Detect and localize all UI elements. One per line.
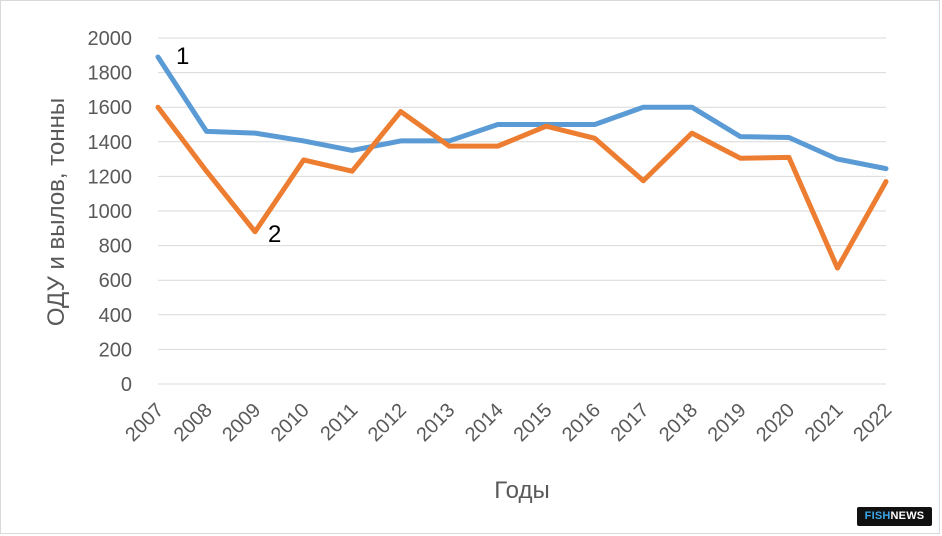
x-tick-label: 2020 bbox=[752, 399, 799, 446]
series-1-label: 1 bbox=[176, 43, 189, 70]
x-tick-label: 2019 bbox=[704, 399, 751, 446]
x-tick-label: 2021 bbox=[801, 399, 848, 446]
x-tick-label: 2007 bbox=[121, 399, 168, 446]
gridlines bbox=[158, 37, 886, 385]
series-1-line bbox=[155, 54, 889, 172]
x-tick-label: 2012 bbox=[364, 399, 411, 446]
y-tick-label: 0 bbox=[121, 374, 132, 396]
x-tick-label: 2017 bbox=[607, 399, 654, 446]
y-tick-label: 400 bbox=[99, 305, 132, 327]
x-tick-label: 2016 bbox=[558, 399, 605, 446]
y-axis-title: ОДУ и вылов, тонны bbox=[43, 98, 70, 326]
y-tick-label: 600 bbox=[99, 270, 132, 292]
fishnews-logo: FISHNEWS bbox=[857, 507, 932, 526]
y-tick-label: 1800 bbox=[88, 63, 133, 85]
y-tick-label: 200 bbox=[99, 339, 132, 361]
x-tick-label: 2010 bbox=[267, 399, 314, 446]
x-tick-label: 2015 bbox=[509, 399, 556, 446]
y-tick-label: 2000 bbox=[88, 28, 133, 50]
series-2-line bbox=[155, 104, 889, 271]
series-2-label: 2 bbox=[268, 221, 281, 248]
y-tick-label: 800 bbox=[99, 236, 132, 258]
y-tick-label: 1400 bbox=[88, 132, 133, 154]
y-tick-label: 1600 bbox=[88, 97, 133, 119]
x-tick-label: 2014 bbox=[461, 399, 508, 446]
x-tick-label: 2013 bbox=[412, 399, 459, 446]
y-tick-labels: 0 200 400 600 800 1000 1200 1400 1600 1800 2000 bbox=[88, 28, 133, 396]
x-tick-label: 2008 bbox=[170, 399, 217, 446]
x-tick-label: 2011 bbox=[316, 399, 362, 445]
series-lines bbox=[155, 54, 889, 271]
x-axis-title: Годы bbox=[494, 477, 549, 504]
x-tick-label: 2018 bbox=[655, 399, 702, 446]
x-tick-label: 2022 bbox=[849, 399, 896, 446]
y-tick-label: 1000 bbox=[88, 201, 133, 223]
x-tick-labels: 2007 2008 2009 2010 2011 2012 2013 2014 2015 2016… bbox=[121, 399, 896, 446]
x-tick-label: 2009 bbox=[218, 399, 265, 446]
y-tick-label: 1200 bbox=[88, 166, 133, 188]
